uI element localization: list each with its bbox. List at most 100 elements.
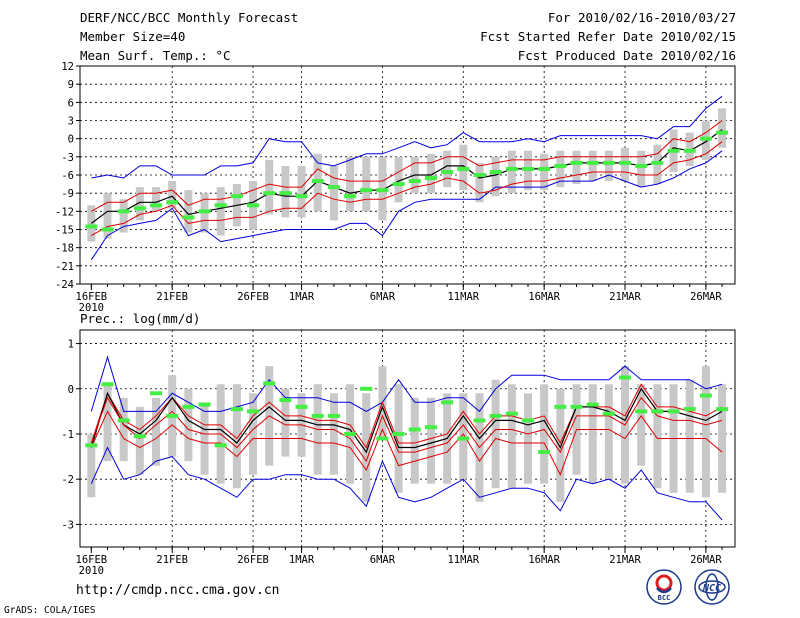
observed-dash [505, 411, 518, 416]
observed-dash [117, 209, 130, 214]
observed-dash [247, 203, 260, 208]
observed-dash [424, 425, 437, 430]
observed-dash [133, 206, 146, 211]
observed-dash [457, 436, 470, 441]
spread-box [200, 402, 209, 475]
observed-dash [441, 400, 454, 405]
observed-dash [166, 200, 179, 205]
observed-dash [150, 203, 163, 208]
observed-dash [570, 404, 583, 409]
grads-credit: GrADS: COLA/IGES [4, 605, 96, 616]
observed-dash [230, 407, 243, 412]
observed-dash [230, 194, 243, 199]
ncc-logo: NCC [694, 569, 730, 605]
y-tick-label: -9 [61, 188, 74, 200]
spread-box [637, 150, 646, 188]
observed-dash [538, 450, 551, 455]
spread-box [604, 150, 613, 182]
observed-dash [263, 381, 276, 386]
observed-dash [489, 413, 502, 418]
observed-dash [489, 169, 502, 174]
spread-box [718, 384, 727, 493]
spread-box [119, 397, 128, 462]
observed-dash [344, 431, 357, 436]
observed-dash [667, 148, 680, 153]
x-tick-label: 26MAR [690, 291, 722, 303]
spread-box [685, 379, 694, 493]
bcc-logo-text: BCC [658, 594, 671, 602]
spread-box [281, 388, 290, 457]
spread-box [346, 156, 355, 212]
series-line-max [90, 355, 723, 413]
bcc-logo: BCC [646, 569, 682, 605]
observed-dash [311, 413, 324, 418]
observed-dash [586, 402, 599, 407]
y-tick-label: -21 [55, 261, 74, 273]
observed-dash [214, 203, 227, 208]
spread-box [523, 393, 532, 484]
observed-dash [602, 411, 615, 416]
variable-label: Mean Surf. Temp.: °C [80, 48, 231, 63]
y-tick-label: 12 [61, 61, 74, 73]
spread-box [216, 187, 225, 236]
observed-dash [408, 179, 421, 184]
x-tick-label: 16FEB [76, 291, 108, 303]
x-tick-label: 16FEB [76, 554, 108, 566]
logo-group: BCC NCC [646, 569, 730, 605]
x-tick-label: 6MAR [370, 291, 396, 303]
forecast-produced-date: Fcst Produced Date 2010/02/16 [517, 48, 736, 63]
observed-dash [424, 176, 437, 181]
observed-dash [376, 436, 389, 441]
spread-box [297, 165, 306, 218]
observed-dash [101, 382, 114, 387]
spread-box [507, 384, 516, 489]
observed-dash [505, 166, 518, 171]
y-tick-label: 3 [68, 116, 74, 128]
spread-box [556, 388, 565, 502]
x-tick-label: 21MAR [609, 291, 641, 303]
spread-box [588, 150, 597, 182]
y-tick-label: -3 [61, 519, 74, 531]
spread-box [103, 384, 112, 462]
precip-panel-title: Prec.: log(mm/d) [80, 311, 200, 326]
x-tick-label: 21MAR [609, 554, 641, 566]
observed-dash [85, 224, 98, 229]
spread-box [718, 108, 727, 148]
ncc-logo-text: NCC [702, 583, 721, 594]
spread-box [491, 156, 500, 197]
spread-box [135, 187, 144, 221]
spread-box [265, 159, 274, 215]
source-url[interactable]: http://cmdp.ncc.cma.gov.cn [76, 583, 280, 598]
x-tick-label: 11MAR [447, 554, 479, 566]
spread-box [459, 393, 468, 480]
series-line-mean_minus_sd [90, 396, 723, 463]
y-tick-label: 0 [68, 384, 74, 396]
y-tick-label: 9 [68, 79, 74, 91]
series-line-mean_plus_sd [90, 383, 723, 449]
spread-box [152, 187, 161, 212]
spread-box [184, 388, 193, 462]
spread-box [637, 384, 646, 466]
y-tick-label: -1 [61, 429, 74, 441]
observed-dash [263, 191, 276, 196]
spread-box [491, 379, 500, 489]
y-tick-label: 6 [68, 97, 74, 109]
x-tick-label: 21FEB [156, 291, 188, 303]
spread-box [604, 384, 613, 480]
y-tick-label: -6 [61, 170, 74, 182]
series-line-mean [90, 387, 723, 454]
series-line-mean [90, 129, 723, 224]
observed-dash [360, 386, 373, 391]
observed-dash [295, 194, 308, 199]
x-tick-label: 26FEB [237, 554, 269, 566]
spread-box [362, 156, 371, 212]
observed-dash [166, 413, 179, 418]
spread-box [103, 193, 112, 239]
observed-dash [279, 191, 292, 196]
observed-dash [699, 136, 712, 141]
observed-dash [651, 160, 664, 165]
observed-dash [683, 407, 696, 412]
x-tick-label: 26FEB [237, 291, 269, 303]
